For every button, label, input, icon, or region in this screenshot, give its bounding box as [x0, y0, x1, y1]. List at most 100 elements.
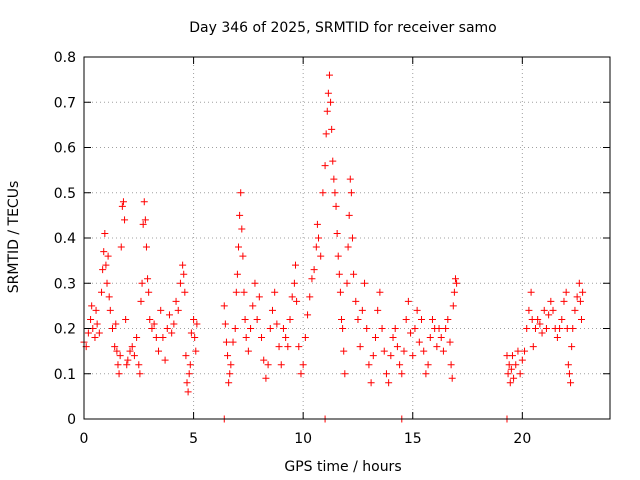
data-point: [308, 275, 316, 283]
data-point: [369, 352, 377, 360]
data-point: [348, 234, 356, 242]
data-point: [374, 306, 382, 314]
data-point: [180, 270, 188, 278]
data-point: [415, 338, 423, 346]
data-point: [237, 189, 245, 197]
data-point: [578, 315, 586, 323]
x-tick-label: 0: [80, 431, 89, 447]
data-point: [323, 107, 331, 115]
data-point: [260, 356, 268, 364]
y-tick-label: 0: [67, 412, 76, 428]
data-point: [99, 266, 107, 274]
data-point: [333, 229, 341, 237]
data-point: [282, 334, 290, 342]
data-point: [130, 352, 138, 360]
data-point: [112, 320, 120, 328]
data-point: [439, 347, 447, 355]
data-point: [273, 320, 281, 328]
data-point: [393, 343, 401, 351]
data-point: [187, 329, 195, 337]
data-point: [328, 125, 336, 133]
data-point: [123, 361, 131, 369]
data-point: [240, 288, 248, 296]
data-point: [576, 297, 584, 305]
data-point: [315, 234, 323, 242]
data-point: [332, 202, 340, 210]
data-points: [80, 71, 587, 423]
data-point: [87, 315, 95, 323]
data-point: [101, 229, 109, 237]
data-point: [560, 297, 568, 305]
data-point: [341, 370, 349, 378]
data-point: [367, 379, 375, 387]
data-point: [233, 270, 241, 278]
data-point: [324, 89, 332, 97]
data-point: [322, 130, 330, 138]
data-point: [404, 297, 412, 305]
data-point: [174, 306, 182, 314]
data-point: [339, 325, 347, 332]
y-tick-label: 0.8: [54, 50, 76, 66]
data-point: [253, 315, 261, 323]
data-point: [247, 325, 255, 332]
data-point: [148, 325, 156, 332]
data-point: [91, 334, 99, 342]
data-point: [286, 315, 294, 323]
data-point: [448, 374, 456, 382]
y-tick-label: 0.3: [54, 276, 76, 292]
y-axis-title: SRMTID / TECUs: [6, 181, 22, 294]
x-tick-label: 20: [513, 431, 531, 447]
data-point: [106, 306, 114, 314]
data-point: [138, 279, 146, 287]
data-point: [331, 189, 339, 197]
data-point: [92, 306, 100, 314]
data-point: [512, 361, 520, 369]
data-point: [170, 320, 178, 328]
data-point: [137, 297, 145, 305]
data-point: [525, 306, 533, 314]
data-point: [155, 347, 163, 355]
data-point: [451, 275, 459, 283]
data-point: [186, 361, 194, 369]
data-point: [529, 343, 537, 351]
data-point: [510, 374, 518, 382]
data-point: [229, 338, 237, 346]
data-point: [428, 315, 436, 323]
data-point: [442, 325, 450, 332]
data-point: [227, 361, 235, 369]
data-point: [181, 288, 189, 296]
data-point: [371, 334, 379, 342]
data-point: [224, 352, 232, 360]
data-point: [521, 347, 529, 355]
data-point: [98, 288, 106, 296]
data-point: [145, 288, 153, 296]
data-point: [235, 243, 243, 251]
data-point: [531, 325, 539, 332]
data-point: [301, 334, 309, 342]
data-point: [114, 361, 122, 369]
data-point: [144, 275, 152, 283]
data-point: [378, 325, 386, 332]
data-point: [336, 288, 344, 296]
data-point: [547, 297, 555, 305]
data-point: [335, 270, 343, 278]
data-point: [536, 320, 544, 328]
data-point: [293, 297, 301, 305]
data-point: [299, 361, 307, 369]
data-point: [124, 356, 132, 364]
data-point: [241, 315, 249, 323]
data-point: [422, 370, 430, 378]
data-point: [159, 334, 167, 342]
data-point: [168, 329, 176, 337]
data-point: [163, 325, 171, 332]
data-point: [334, 252, 342, 260]
data-point: [444, 315, 452, 323]
data-point: [182, 352, 190, 360]
data-point: [226, 370, 234, 378]
data-point: [507, 365, 515, 373]
data-point: [128, 343, 136, 351]
data-point: [165, 311, 173, 319]
data-point: [330, 175, 338, 183]
data-point: [450, 288, 458, 296]
